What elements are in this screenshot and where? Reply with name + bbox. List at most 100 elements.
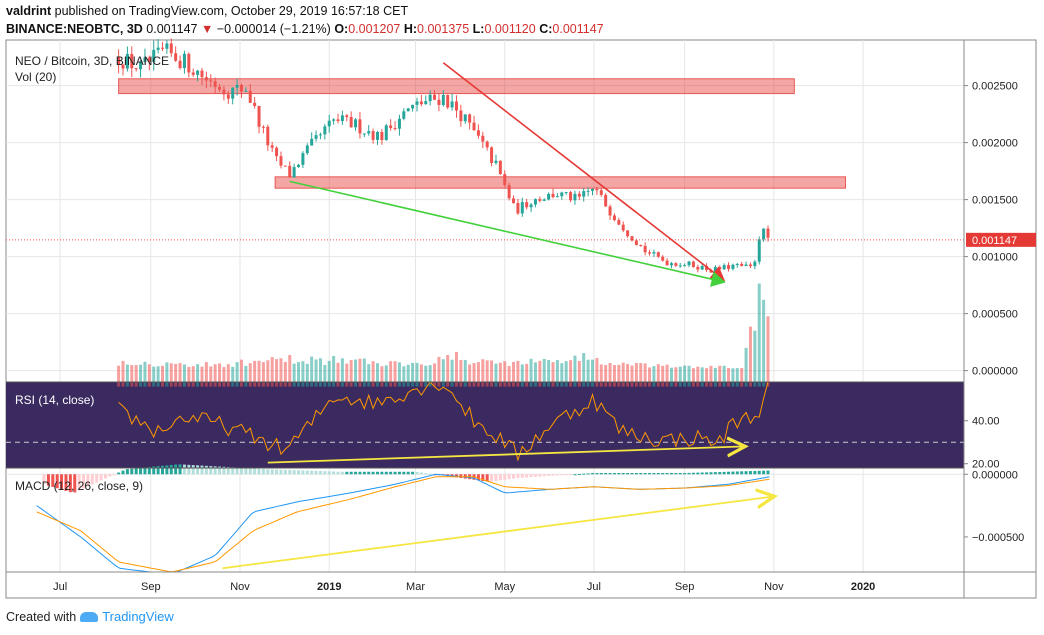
- macd-hist-bar-53: [275, 469, 279, 475]
- macd-hist-bar-106: [507, 474, 511, 480]
- macd-hist-bar-4: [60, 474, 64, 490]
- volume-bar-123: [656, 364, 660, 387]
- trend-lines: [289, 62, 726, 287]
- candle-body-31: [253, 102, 257, 106]
- macd-hist-bar-64: [323, 471, 327, 475]
- candle-body-99: [551, 193, 555, 198]
- tradingview-brand[interactable]: TradingView: [102, 609, 174, 624]
- macd-hist-bar-0: [42, 474, 46, 485]
- macd-hist-bar-111: [529, 474, 533, 478]
- candle-body-61: [384, 125, 388, 141]
- macd-hist-bar-37: [204, 465, 208, 475]
- candle-body-117: [630, 236, 634, 241]
- volume-bar-75: [446, 355, 450, 387]
- candle-body-5: [139, 61, 143, 70]
- volume-bar-62: [389, 361, 393, 387]
- candle-body-106: [582, 191, 586, 197]
- volume-bar-45: [314, 359, 318, 387]
- macd-hist-bar-110: [525, 474, 529, 478]
- volume-bar-87: [498, 362, 502, 387]
- volume-bar-148: [766, 316, 770, 387]
- volume-bar-88: [503, 361, 507, 387]
- candle-body-64: [397, 118, 401, 129]
- macd-hist-bar-151: [705, 472, 709, 475]
- volume-bar-142: [740, 367, 744, 387]
- macd-hist-bar-22: [139, 467, 143, 475]
- macd-hist-bar-131: [617, 473, 621, 475]
- macd-hist-bar-43: [231, 467, 235, 475]
- time-axis-label-4: Mar: [406, 581, 425, 593]
- macd-hist-bar-30: [174, 464, 178, 475]
- candle-body-11: [165, 43, 169, 49]
- macd-hist-bar-45: [239, 467, 243, 475]
- created-with-text: Created with: [6, 609, 77, 624]
- candle-body-13: [174, 53, 178, 61]
- volume-bar-105: [577, 360, 581, 387]
- candle-body-16: [187, 53, 191, 73]
- macd-hist-bar-50: [261, 469, 265, 475]
- candle-body-81: [472, 122, 476, 131]
- volume-bar-27: [235, 362, 239, 387]
- time-axis-label-7: Sep: [675, 581, 695, 593]
- macd-hist-bar-1: [46, 474, 50, 486]
- volume-bar-79: [463, 359, 467, 387]
- candle-body-41: [297, 164, 301, 168]
- candle-body-57: [367, 131, 371, 134]
- volume-bar-50: [336, 362, 340, 387]
- macd-hist-bar-123: [582, 473, 586, 475]
- volume-bar-92: [520, 364, 524, 387]
- last-price-tag: [966, 232, 1036, 247]
- macd-hist-bar-140: [656, 473, 660, 475]
- candle-body-4: [134, 68, 138, 70]
- volume-bar-34: [266, 360, 270, 387]
- volume-bar-82: [476, 362, 480, 387]
- volume-bar-58: [371, 361, 375, 387]
- trend-line-green: [289, 180, 726, 287]
- macd-hist-bar-113: [538, 474, 542, 477]
- volume-bar-31: [253, 360, 257, 387]
- volume-bar-107: [586, 359, 590, 387]
- volume-bar-65: [402, 366, 406, 387]
- change-value: −0.000014 (−1.21%): [216, 22, 331, 36]
- macd-hist-bar-60: [305, 470, 309, 475]
- candle-body-102: [564, 192, 568, 194]
- candle-body-136: [713, 267, 717, 273]
- candle-body-71: [428, 94, 432, 102]
- symbol-label: BINANCE:NEOBTC, 3D: [6, 22, 143, 36]
- price-axis-label-1: 0.002000: [972, 138, 1018, 150]
- volume-bar-112: [608, 362, 612, 387]
- volume-bar-73: [437, 356, 441, 387]
- volume-bar-3: [130, 365, 134, 387]
- volume-bar-55: [358, 358, 362, 387]
- macd-hist-bar-42: [226, 467, 230, 475]
- macd-hist-bar-55: [283, 469, 287, 475]
- candle-body-108: [591, 188, 595, 191]
- macd-hist-bar-82: [402, 471, 406, 475]
- macd-hist-bar-147: [687, 472, 691, 475]
- volume-bar-36: [275, 359, 279, 387]
- macd-hist-bar-143: [669, 473, 673, 475]
- candle-body-56: [362, 133, 366, 135]
- volume-bar-91: [516, 360, 520, 387]
- macd-hist-bar-80: [393, 471, 397, 475]
- candle-body-146: [757, 239, 761, 262]
- candle-body-128: [678, 265, 682, 267]
- volume-bar-97: [542, 358, 546, 387]
- volume-bar-120: [643, 363, 647, 387]
- author-name[interactable]: valdrint: [6, 4, 52, 18]
- macd-hist-bar-23: [143, 467, 147, 475]
- volume-bar-71: [428, 365, 432, 387]
- candle-body-103: [569, 192, 573, 201]
- volume-bar-18: [196, 364, 200, 387]
- volume-bar-30: [248, 363, 252, 387]
- macd-hist-bar-52: [270, 469, 274, 475]
- candle-body-123: [656, 252, 660, 257]
- candle-body-145: [753, 261, 757, 267]
- volume-bar-56: [362, 358, 366, 387]
- candle-body-27: [235, 84, 239, 88]
- macd-hist-bar-15: [108, 474, 112, 477]
- candle-body-98: [547, 193, 551, 200]
- candle-body-70: [424, 101, 428, 105]
- candle-body-39: [288, 165, 292, 178]
